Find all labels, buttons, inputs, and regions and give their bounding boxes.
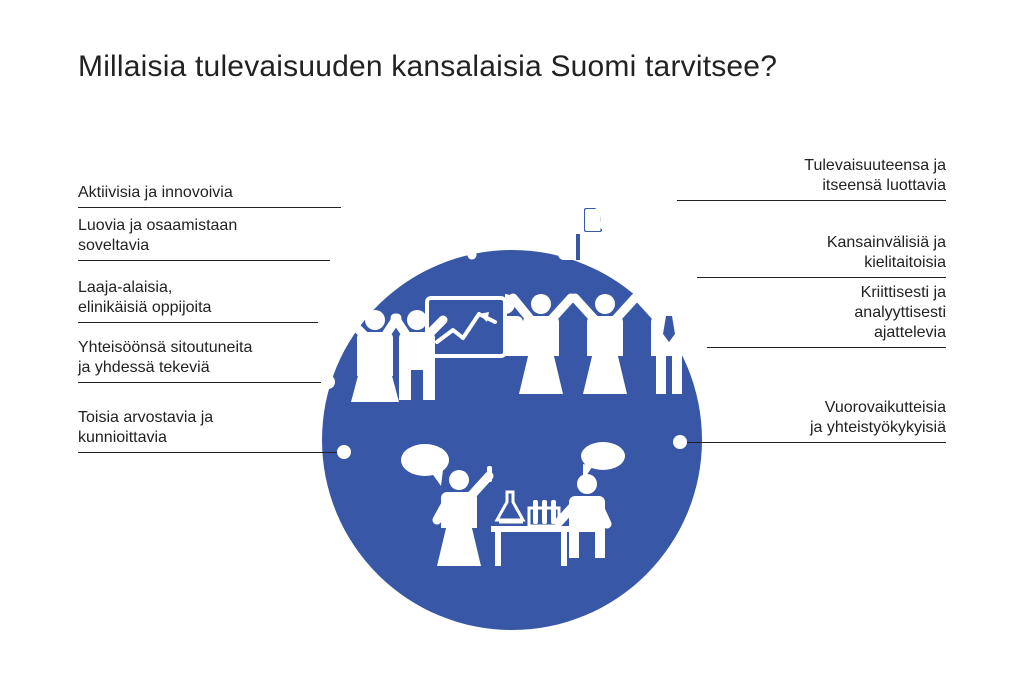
label-line: kunnioittavia [78,428,213,448]
label-left-4: Toisia arvostavia jakunnioittavia [78,408,213,448]
label-underline [78,382,335,383]
student-globe-icon [530,160,650,280]
presentation-icon [345,290,515,420]
label-line: soveltavia [78,236,237,256]
winner-icon [400,155,520,275]
label-underline [690,277,946,278]
label-left-3: Yhteisöönsä sitoutuneitaja yhdessä tekev… [78,338,252,378]
connector-dot [341,200,355,214]
connector-dot [693,340,707,354]
connector-dot [318,315,332,329]
label-line: Yhteisöönsä sitoutuneita [78,338,252,358]
connector-dot [663,193,677,207]
label-line: Luovia ja osaamistaan [78,216,237,236]
connector-dot [330,253,344,267]
page-title: Millaisia tulevaisuuden kansalaisia Suom… [78,50,777,84]
label-line: Tulevaisuuteensa ja [804,156,946,176]
label-underline [78,207,355,208]
label-right-3: Vuorovaikutteisiaja yhteistyökykyisiä [810,398,946,438]
label-line: itseensä luottavia [804,176,946,196]
connector-dot [683,270,697,284]
label-line: kielitaitoisia [827,253,946,273]
label-underline [78,452,351,453]
connector-dot [673,435,687,449]
label-underline [680,442,946,443]
label-line: elinikäisiä oppijoita [78,298,211,318]
label-line: Vuorovaikutteisia [810,398,946,418]
label-left-2: Laaja-alaisia,elinikäisiä oppijoita [78,278,211,318]
label-line: ja yhteistyökykyisiä [810,418,946,438]
label-line: analyyttisesti [854,303,946,323]
label-line: Kriittisesti ja [854,283,946,303]
connector-dot [321,375,335,389]
label-left-1: Luovia ja osaamistaansoveltavia [78,216,237,256]
infographic-stage: Aktiivisia ja innovoivia Luovia ja osaami… [0,130,1023,630]
team-arms-up-icon [505,290,705,420]
lab-speech-icon [395,430,635,580]
label-underline [700,347,946,348]
label-right-0: Tulevaisuuteensa jaitseensä luottavia [804,156,946,196]
label-line: ajattelevia [854,323,946,343]
label-left-0: Aktiivisia ja innovoivia [78,183,233,203]
label-line: ja yhdessä tekeviä [78,358,252,378]
connector-dot [337,445,351,459]
label-right-1: Kansainvälisiä jakielitaitoisia [827,233,946,273]
label-right-2: Kriittisesti jaanalyyttisestiajattelevia [854,283,946,343]
label-underline [78,260,344,261]
label-line: Aktiivisia ja innovoivia [78,183,233,203]
label-underline [78,322,332,323]
label-line: Toisia arvostavia ja [78,408,213,428]
label-line: Kansainvälisiä ja [827,233,946,253]
label-line: Laaja-alaisia, [78,278,211,298]
label-underline [670,200,946,201]
